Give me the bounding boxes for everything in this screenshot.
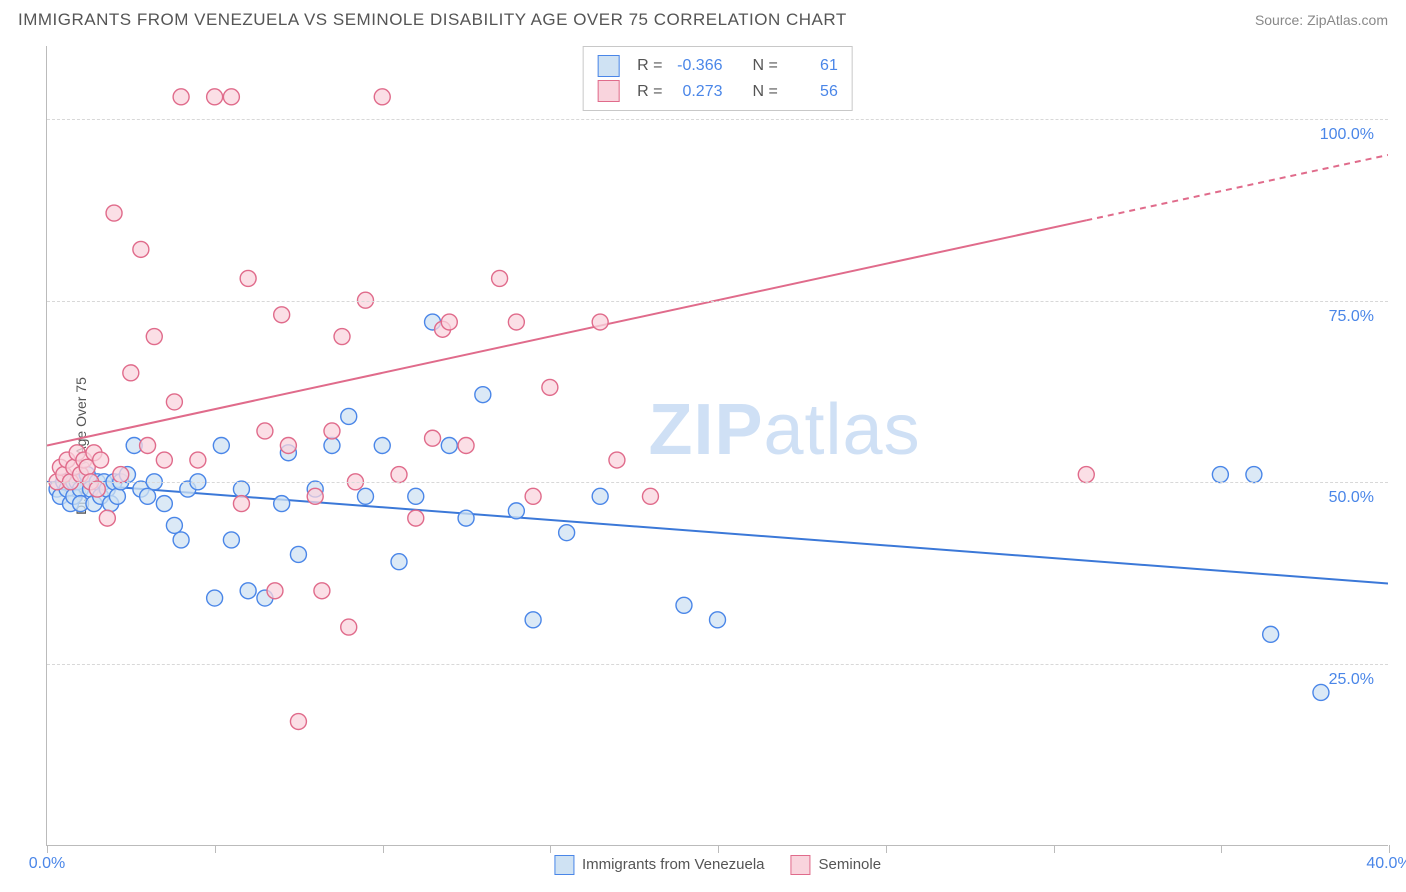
stat-n-value: 61	[788, 53, 838, 79]
x-tick	[1221, 845, 1222, 853]
x-tick	[886, 845, 887, 853]
correlation-stats-box: R = -0.366 N = 61 R = 0.273 N = 56	[582, 46, 853, 111]
gridline	[47, 482, 1388, 483]
chart-header: IMMIGRANTS FROM VENEZUELA VS SEMINOLE DI…	[0, 0, 1406, 38]
chart-title: IMMIGRANTS FROM VENEZUELA VS SEMINOLE DI…	[18, 10, 847, 30]
x-tick-label: 0.0%	[29, 855, 65, 873]
scatter-plot-svg	[47, 46, 1388, 845]
stat-r-value: -0.366	[673, 53, 723, 79]
series-legend: Immigrants from Venezuela Seminole	[554, 855, 881, 875]
gridline	[47, 664, 1388, 665]
x-tick	[1389, 845, 1390, 853]
x-tick	[383, 845, 384, 853]
stat-n-label: N =	[753, 79, 778, 105]
legend-label: Immigrants from Venezuela	[582, 856, 765, 873]
gridline	[47, 119, 1388, 120]
stat-r-label: R =	[637, 53, 662, 79]
y-tick-label: 25.0%	[1329, 671, 1374, 689]
legend-label: Seminole	[819, 856, 882, 873]
stats-row: R = -0.366 N = 61	[597, 53, 838, 79]
y-tick-label: 75.0%	[1329, 308, 1374, 326]
y-tick-label: 100.0%	[1320, 126, 1374, 144]
legend-item: Immigrants from Venezuela	[554, 855, 765, 875]
legend-swatch	[597, 80, 619, 102]
legend-swatch	[597, 55, 619, 77]
legend-item: Seminole	[791, 855, 882, 875]
chart-area: ZIPatlas R =-0.366N =61R =0.273N =56 Imm…	[46, 46, 1388, 846]
x-tick	[550, 845, 551, 853]
stat-n-value: 56	[788, 79, 838, 105]
gridline	[47, 301, 1388, 302]
x-tick	[718, 845, 719, 853]
stats-row: R = 0.273 N = 56	[597, 79, 838, 105]
source-attribution: Source: ZipAtlas.com	[1255, 12, 1388, 28]
x-tick	[215, 845, 216, 853]
x-tick	[1054, 845, 1055, 853]
legend-swatch	[554, 855, 574, 875]
y-tick-label: 50.0%	[1329, 489, 1374, 507]
stat-n-label: N =	[753, 53, 778, 79]
stat-r-label: R =	[637, 79, 662, 105]
x-tick	[47, 845, 48, 853]
stat-r-value: 0.273	[673, 79, 723, 105]
x-tick-label: 40.0%	[1366, 855, 1406, 873]
legend-swatch	[791, 855, 811, 875]
